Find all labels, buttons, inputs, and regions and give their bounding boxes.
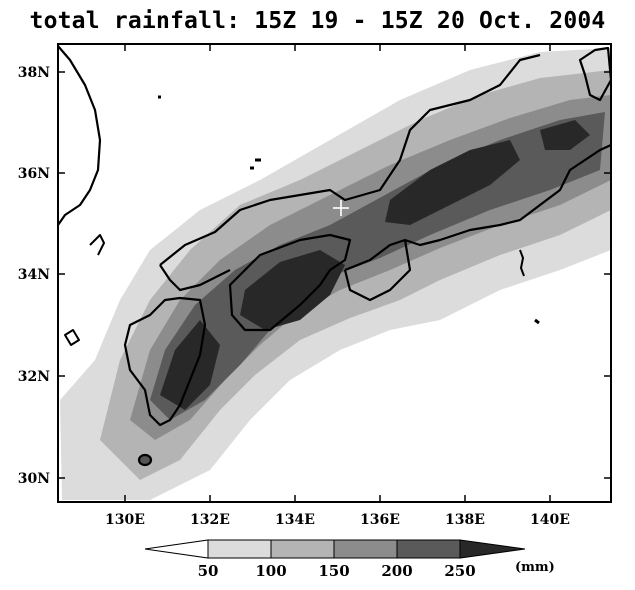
colorbar-label: 50 [198,562,219,580]
coastlines [58,45,611,467]
lat-label: 36N [18,166,50,182]
rain-band-250 [160,320,220,410]
lon-label: 136E [360,512,400,528]
lon-tick-marks [124,44,551,502]
colorbar-bin [396,539,461,559]
colorbar-label: 150 [318,562,349,580]
lon-label: 134E [275,512,315,528]
lon-label: 130E [105,512,145,528]
lon-label: 138E [445,512,485,528]
rain-band-250 [240,250,345,330]
colorbar-label: 100 [255,562,286,580]
colorbar-under-arrow [144,539,209,559]
lat-label: 32N [18,369,50,385]
rainfall-shading [58,44,611,502]
lat-label: 34N [18,267,50,283]
colorbar-bin [333,539,398,559]
colorbar [144,539,526,559]
colorbar-label: 200 [381,562,412,580]
lon-label: 132E [190,512,230,528]
rain-band-250 [540,120,590,150]
lat-label: 38N [18,65,50,81]
colorbar-over-arrow [459,539,526,559]
lat-tick-marks [58,71,611,479]
lon-label: 140E [530,512,570,528]
rain-band-200 [150,112,605,420]
colorbar-bin [207,539,272,559]
map-frame [57,43,612,503]
colorbar-label: 250 [444,562,475,580]
colorbar-unit: (mm) [515,560,555,575]
map-title: total rainfall: 15Z 19 - 15Z 20 Oct. 200… [29,8,606,34]
rain-band-250 [385,140,520,225]
location-marker [333,200,349,216]
colorbar-bin [270,539,335,559]
lat-label: 30N [18,471,50,487]
